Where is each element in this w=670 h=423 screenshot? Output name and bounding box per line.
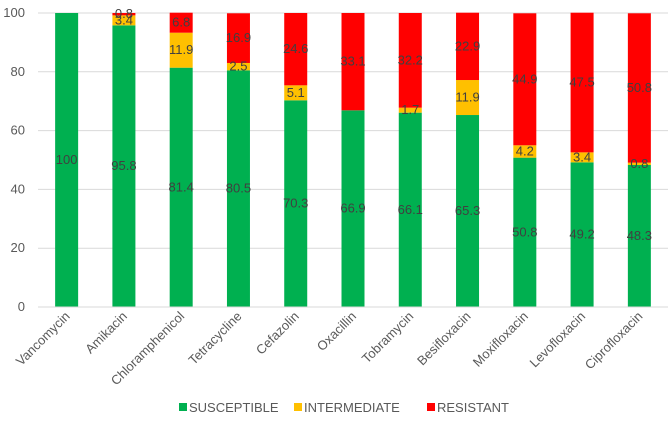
bar-segment-susceptible [226,70,250,307]
bar-segment-resistant [169,12,193,33]
bar-segment-resistant [456,12,480,81]
data-label: 16.9 [226,30,251,45]
bar-segment-susceptible [55,13,79,307]
data-label: 49.2 [569,227,594,242]
legend-label: SUSCEPTIBLE [189,400,279,415]
data-label: 48.3 [627,228,652,243]
y-tick-label: 0 [18,299,25,314]
data-label: 32.2 [398,52,423,67]
bar-segment-intermediate [456,80,480,116]
data-label: 6.8 [172,15,190,30]
legend-swatch-susceptible [179,403,187,411]
category-label: Tobramycin [359,309,417,367]
data-label: 3.4 [115,12,133,27]
bar-segment-susceptible [341,110,365,308]
bar-segment-resistant [341,13,365,111]
y-tick-label: 40 [11,181,25,196]
bar-segment-resistant [112,13,136,16]
y-axis: 0 20 40 60 80 100 [3,5,25,314]
data-label: 11.9 [169,42,193,57]
category-label: Oxacillin [314,309,359,354]
data-labels: 100 95.83.40.881.411.96.880.52.516.970.35… [56,6,652,243]
bar-segment-intermediate [513,145,537,158]
bar-segment-susceptible [398,112,422,307]
bar-segment-resistant [627,13,651,163]
data-label: 11.9 [455,90,479,105]
legend-swatch-intermediate [294,403,302,411]
category-label: Amikacin [82,309,130,357]
data-label: 0.8 [115,6,133,21]
category-label: Besifloxacin [414,309,474,369]
bar-segment-intermediate [226,62,250,71]
legend: SUSCEPTIBLE INTERMEDIATE RESISTANT [179,400,509,415]
category-label: Levofloxacin [526,309,588,371]
bar-segment-susceptible [570,162,594,307]
bar-segment-intermediate [112,15,136,26]
category-label: Moxifloxacin [470,309,531,370]
data-label: 4.2 [516,143,534,158]
data-label: 50.8 [627,80,652,95]
bar-segment-intermediate [398,107,422,113]
bar-segment-resistant [513,13,537,146]
data-label: 47.5 [569,75,594,90]
data-label: 95.8 [111,158,136,173]
data-label: 2.5 [229,59,247,74]
bars [55,12,651,308]
data-label: 1.7 [401,102,419,117]
data-label: 33.1 [340,54,365,69]
data-label: 65.3 [455,203,480,218]
legend-label: RESISTANT [437,400,509,415]
bar-segment-susceptible [513,157,537,307]
category-label: Tetracycline [185,309,244,368]
bar-segment-intermediate [284,85,308,101]
data-label: 66.9 [340,201,365,216]
y-tick-label: 80 [11,64,25,79]
category-label: Cefazolin [253,309,302,358]
bar-segment-resistant [284,13,308,86]
data-label: 5.1 [287,85,305,100]
bar-segment-resistant [570,12,594,153]
data-label: 100 [56,152,78,167]
bar-segment-susceptible [169,67,193,308]
legend-label: INTERMEDIATE [304,400,400,415]
data-label: 24.6 [283,41,308,56]
bar-segment-susceptible [284,100,308,308]
data-label: 70.3 [283,196,308,211]
category-label: Vancomycin [13,309,73,369]
legend-swatch-resistant [427,403,435,411]
bar-segment-resistant [226,13,250,63]
y-tick-label: 100 [3,5,25,20]
bar-segment-susceptible [456,115,480,307]
bar-segment-intermediate [627,162,651,165]
bar-segment-susceptible [112,25,136,308]
data-label: 0.8 [630,156,648,171]
data-label: 44.9 [512,71,537,86]
data-label: 81.4 [169,179,194,194]
y-tick-label: 60 [11,123,25,138]
category-label: Ciprofloxacin [582,309,646,373]
data-label: 50.8 [512,224,537,239]
data-label: 80.5 [226,181,251,196]
bar-segment-intermediate [570,152,594,163]
bar-segment-resistant [398,13,422,108]
data-label: 66.1 [398,202,423,217]
bar-segment-intermediate [169,32,193,68]
data-label: 3.4 [573,149,591,164]
x-axis: Vancomycin AmikacinChloramphenicolTetracy… [13,306,668,388]
bar-segment-susceptible [627,164,651,307]
data-label: 22.9 [455,38,480,53]
y-tick-label: 20 [11,240,25,255]
